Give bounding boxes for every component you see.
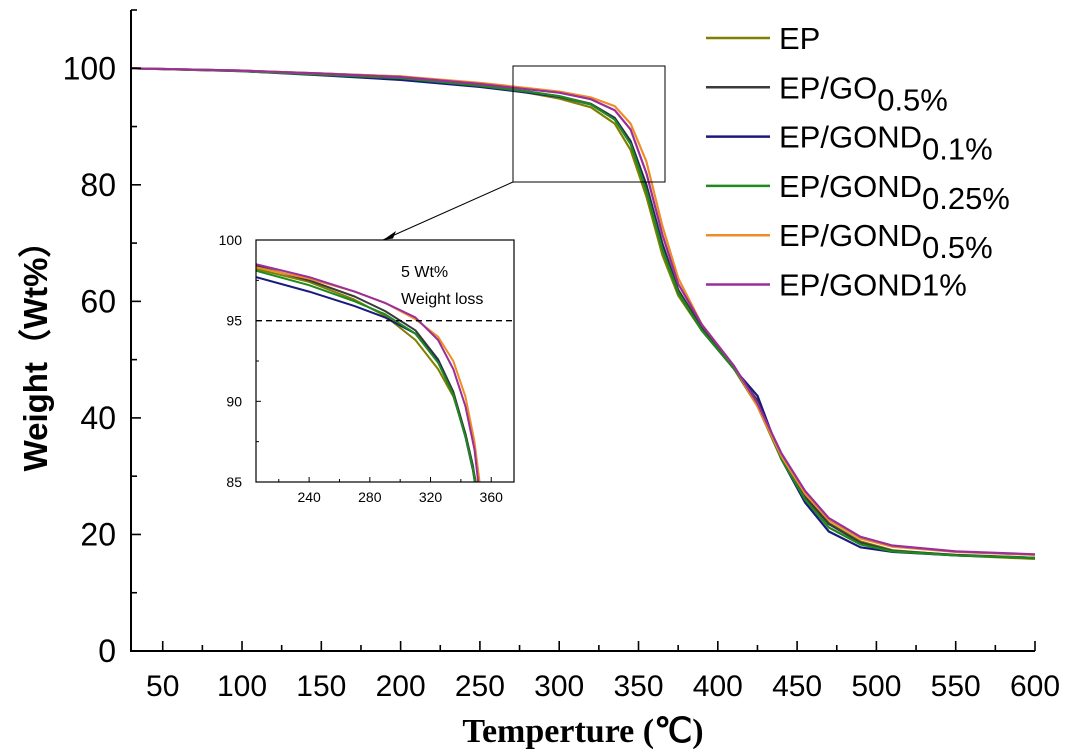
legend-label: EP/GOND0.1%	[779, 120, 993, 167]
main-plot: 50 100 150 200 250 300 350 400 450 500 550 600 0 20 40…	[17, 9, 1060, 750]
legend-label-subscript: 0.5%	[922, 230, 993, 265]
legend-label-name: EP/GOND	[779, 169, 922, 204]
inset-curves	[256, 263, 481, 482]
inset-y-tick-label: 100	[219, 232, 243, 248]
y-tick-label: 20	[80, 516, 116, 552]
inset-series-line-5	[256, 263, 480, 482]
inset-y-tick-label: 90	[226, 393, 242, 409]
inset-x-tick-label: 360	[480, 489, 504, 505]
legend-label: EP/GO0.5%	[779, 70, 948, 117]
series-line-5	[130, 67, 1036, 556]
legend-label: EP/GOND0.25%	[779, 169, 1010, 216]
legend-label: EP	[779, 21, 820, 56]
legend-label-subscript: 0.1%	[922, 132, 993, 167]
legend-label-name: EP/GO	[779, 70, 877, 105]
series-line-3	[130, 67, 1036, 559]
x-tick-label: 450	[772, 670, 822, 703]
inset-plot: 240 280 320 360 85 90 95 100 5 Wt% Weight loss	[219, 232, 515, 505]
legend-label-subscript: 0.5%	[877, 82, 948, 117]
legend-label-name: EP	[779, 21, 820, 56]
x-tick-label: 500	[851, 670, 901, 703]
x-tick-label: 300	[534, 670, 584, 703]
x-axis-title: Temperture (℃)	[462, 713, 703, 750]
x-tick-label: 350	[613, 670, 663, 703]
legend-label-subscript: 0.25%	[922, 181, 1010, 216]
x-tick-label: 550	[931, 670, 981, 703]
legend-label: EP/GOND1%	[779, 268, 967, 303]
legend-label: EP/GOND0.5%	[779, 218, 993, 265]
y-tick-label: 0	[98, 633, 116, 669]
zoom-arrow	[382, 181, 514, 241]
inset-y-tick-label: 95	[226, 313, 242, 329]
legend: EPEP/GO0.5%EP/GOND0.1%EP/GOND0.25%EP/GON…	[706, 21, 1010, 303]
inset-y-tick-label: 85	[226, 474, 242, 490]
inset-annotation-line1: 5 Wt%	[401, 264, 448, 281]
x-tick-label: 400	[693, 670, 743, 703]
y-tick-label: 100	[63, 50, 116, 86]
inset-x-tick-label: 280	[358, 489, 382, 505]
zoom-arrow-head	[383, 231, 396, 240]
x-tick-label: 50	[146, 670, 179, 703]
legend-label-name: EP/GOND	[779, 218, 922, 253]
x-tick-label: 600	[1010, 670, 1060, 703]
y-tick-label: 60	[80, 283, 116, 319]
inset-x-tick-label: 240	[297, 489, 321, 505]
y-tick-label: 40	[80, 400, 116, 436]
x-tick-label: 150	[296, 670, 346, 703]
zoom-box	[512, 65, 666, 183]
inset-series-line-3	[256, 269, 476, 482]
x-tick-label: 200	[376, 670, 426, 703]
legend-label-name: EP/GOND1%	[779, 268, 967, 303]
inset-x-tick-label: 320	[419, 489, 443, 505]
y-tick-label: 80	[80, 167, 116, 203]
legend-label-name: EP/GOND	[779, 120, 922, 155]
inset-annotation-line2: Weight loss	[401, 291, 483, 308]
x-tick-label: 100	[217, 670, 267, 703]
x-tick-label: 250	[455, 670, 505, 703]
y-axis-title: Weight（Wt%）	[17, 225, 54, 472]
zoom-indicator	[382, 65, 666, 241]
